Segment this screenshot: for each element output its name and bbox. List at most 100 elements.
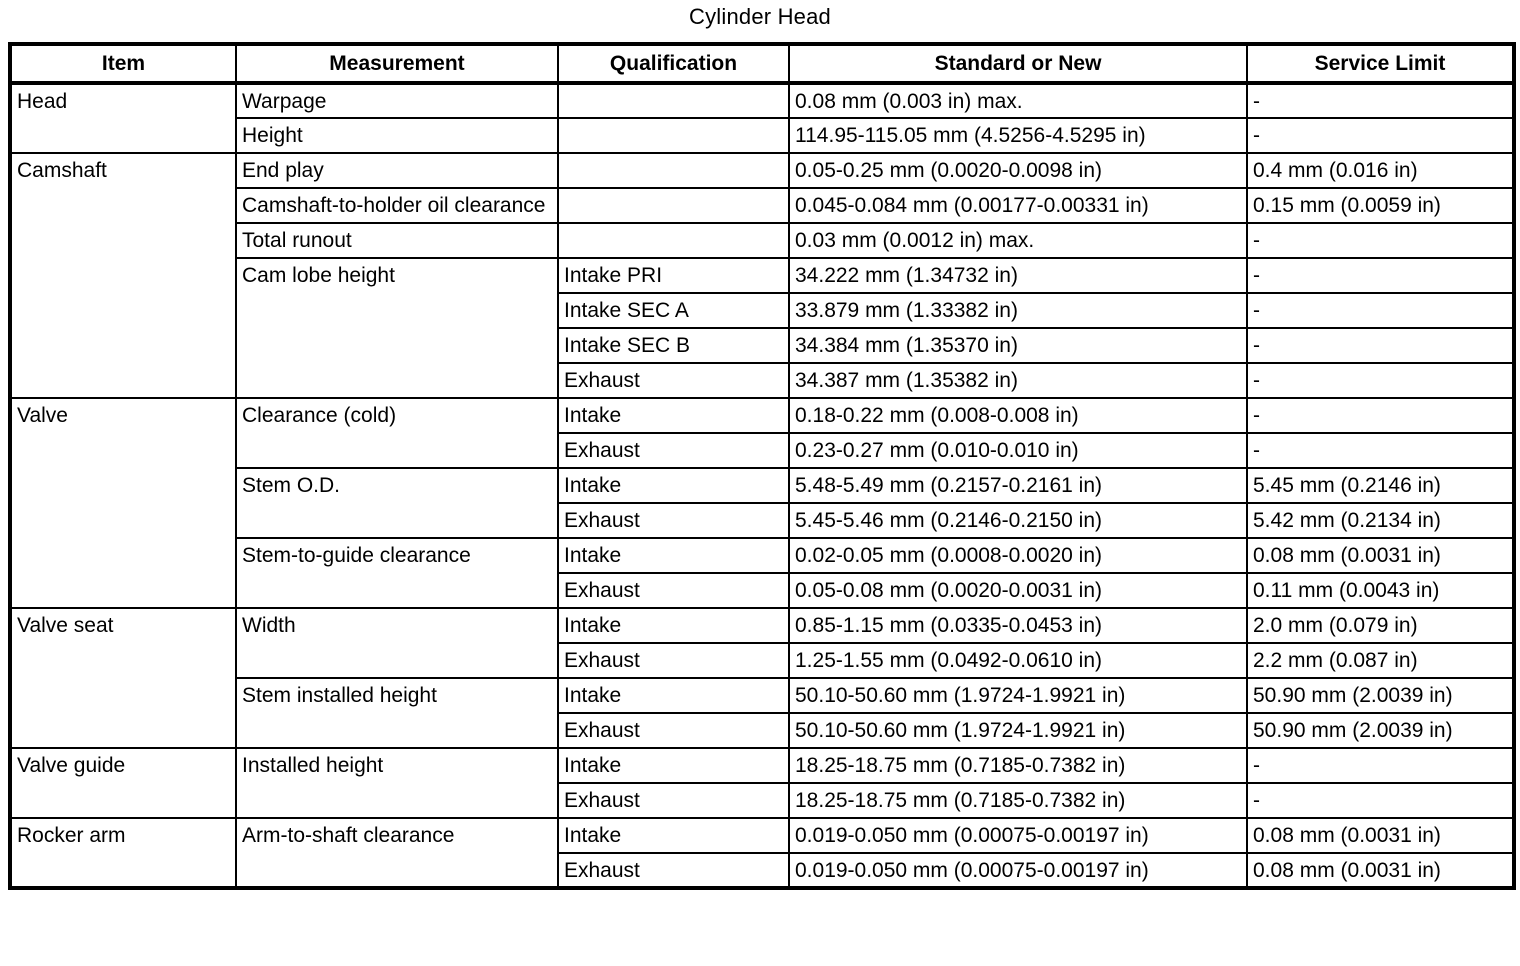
cell-measurement: Height: [235, 117, 559, 154]
cell-qualification: Intake SEC B: [557, 327, 790, 364]
cell-service-limit: -: [1246, 257, 1515, 294]
cell-standard-or-new: 0.045-0.084 mm (0.00177-0.00331 in): [788, 187, 1248, 224]
cell-standard-or-new: 5.48-5.49 mm (0.2157-0.2161 in): [788, 467, 1248, 504]
cell-standard-or-new: 0.019-0.050 mm (0.00075-0.00197 in): [788, 817, 1248, 854]
cell-qualification: [557, 187, 790, 224]
header-row: Item Measurement Qualification Standard …: [9, 43, 1515, 85]
table-row: Valve Clearance (cold) Intake 0.18-0.22 mm …: [9, 397, 1515, 609]
cell-standard-or-new: 0.019-0.050 mm (0.00075-0.00197 in): [788, 852, 1248, 889]
cell-qualification: [557, 152, 790, 189]
column-header-measurement: Measurement: [235, 43, 559, 85]
cell-measurement: Arm-to-shaft clearance: [235, 817, 559, 889]
cell-item: Valve seat: [9, 607, 237, 749]
cell-standard-or-new: 0.03 mm (0.0012 in) max.: [788, 222, 1248, 259]
cell-standard-or-new: 0.18-0.22 mm (0.008-0.008 in): [788, 397, 1248, 434]
table-row: Stem O.D. Intake 5.48-5.49 mm (0.2157-0.21…: [10, 467, 1515, 539]
cell-item: Valve: [9, 397, 237, 609]
cell-qualification: Exhaust: [557, 782, 790, 819]
cell-item: Valve guide: [9, 747, 237, 819]
cell-service-limit: -: [1246, 117, 1515, 154]
table-row: Exhaust 0.019-0.050 mm (0.00075-0.00197 i…: [10, 852, 1515, 889]
table-row: Exhaust 5.45-5.46 mm (0.2146-0.2150 in) 5.…: [10, 502, 1515, 539]
cell-service-limit: -: [1246, 292, 1515, 329]
cell-measurement: Clearance (cold): [235, 397, 559, 469]
spec-table: Item Measurement Qualification Standard …: [8, 42, 1516, 890]
cell-measurement: Cam lobe height: [235, 257, 559, 399]
cell-qualification: Intake: [557, 677, 790, 714]
table-row: Exhaust 0.05-0.08 mm (0.0020-0.0031 in) 0.…: [10, 572, 1515, 609]
cell-item: Head: [9, 82, 237, 154]
table-row: Camshaft-to-holder oil clearance 0.045-0.…: [10, 187, 1515, 224]
column-header-service-limit: Service Limit: [1246, 43, 1515, 85]
cell-service-limit: 0.08 mm (0.0031 in): [1246, 537, 1515, 574]
table-row: Exhaust 1.25-1.55 mm (0.0492-0.0610 in) 2.…: [10, 642, 1515, 679]
cell-measurement: Stem installed height: [235, 677, 559, 749]
table-row: Valve seat Width Intake 0.85-1.15 mm (0.033…: [9, 607, 1515, 749]
cell-measurement: Camshaft-to-holder oil clearance: [235, 187, 559, 224]
cell-qualification: Intake: [557, 607, 790, 644]
table-row: Height 114.95-115.05 mm (4.5256-4.5295 in…: [10, 117, 1515, 154]
cell-measurement: End play: [235, 152, 559, 189]
cell-service-limit: -: [1246, 222, 1515, 259]
table-row: Exhaust 0.23-0.27 mm (0.010-0.010 in) -: [10, 432, 1515, 469]
table-row: Stem-to-guide clearance Intake 0.02-0.05 m…: [10, 537, 1515, 609]
cell-measurement: Width: [235, 607, 559, 679]
cell-service-limit: 2.0 mm (0.079 in): [1246, 607, 1515, 644]
cell-qualification: Intake: [557, 817, 790, 854]
cell-measurement: Stem-to-guide clearance: [235, 537, 559, 609]
cell-standard-or-new: 34.387 mm (1.35382 in): [788, 362, 1248, 399]
cell-service-limit: -: [1246, 397, 1515, 434]
cell-qualification: Exhaust: [557, 432, 790, 469]
cell-qualification: Intake: [557, 467, 790, 504]
cell-standard-or-new: 34.384 mm (1.35370 in): [788, 327, 1248, 364]
cell-item: Camshaft: [9, 152, 237, 399]
cell-qualification: Intake: [557, 397, 790, 434]
cell-standard-or-new: 114.95-115.05 mm (4.5256-4.5295 in): [788, 117, 1248, 154]
cell-service-limit: -: [1246, 782, 1515, 819]
cell-qualification: Intake: [557, 747, 790, 784]
cell-service-limit: 0.15 mm (0.0059 in): [1246, 187, 1515, 224]
cell-service-limit: 0.4 mm (0.016 in): [1246, 152, 1515, 189]
cell-item: Rocker arm: [9, 817, 237, 889]
cell-standard-or-new: 33.879 mm (1.33382 in): [788, 292, 1248, 329]
cell-standard-or-new: 34.222 mm (1.34732 in): [788, 257, 1248, 294]
cell-qualification: Intake: [557, 537, 790, 574]
cell-service-limit: 50.90 mm (2.0039 in): [1246, 712, 1515, 749]
cell-service-limit: 2.2 mm (0.087 in): [1246, 642, 1515, 679]
cell-measurement: Stem O.D.: [235, 467, 559, 539]
table-row: Exhaust 50.10-50.60 mm (1.9724-1.9921 in)…: [10, 712, 1515, 749]
cell-qualification: Exhaust: [557, 572, 790, 609]
cell-qualification: Intake SEC A: [557, 292, 790, 329]
cell-standard-or-new: 50.10-50.60 mm (1.9724-1.9921 in): [788, 677, 1248, 714]
cell-qualification: Exhaust: [557, 712, 790, 749]
column-header-qualification: Qualification: [557, 43, 790, 85]
table-row: Valve guide Installed height Intake 18.25-1…: [9, 747, 1515, 819]
cell-service-limit: 5.45 mm (0.2146 in): [1246, 467, 1515, 504]
cell-service-limit: 50.90 mm (2.0039 in): [1246, 677, 1515, 714]
cell-standard-or-new: 5.45-5.46 mm (0.2146-0.2150 in): [788, 502, 1248, 539]
cell-standard-or-new: 18.25-18.75 mm (0.7185-0.7382 in): [788, 747, 1248, 784]
cell-service-limit: -: [1246, 747, 1515, 784]
table-row: Camshaft End play 0.05-0.25 mm (0.0020-0.0…: [9, 152, 1515, 399]
cell-standard-or-new: 1.25-1.55 mm (0.0492-0.0610 in): [788, 642, 1248, 679]
cell-qualification: Exhaust: [557, 362, 790, 399]
cell-service-limit: 5.42 mm (0.2134 in): [1246, 502, 1515, 539]
page-title: Cylinder Head: [688, 4, 831, 29]
table-row: Intake SEC B 34.384 mm (1.35370 in) -: [10, 327, 1515, 364]
cell-qualification: Exhaust: [557, 642, 790, 679]
cell-service-limit: -: [1246, 327, 1515, 364]
cell-qualification: Exhaust: [557, 502, 790, 539]
cell-standard-or-new: 0.05-0.08 mm (0.0020-0.0031 in): [788, 572, 1248, 609]
table-row: Stem installed height Intake 50.10-50.60 m…: [10, 677, 1515, 749]
cell-standard-or-new: 50.10-50.60 mm (1.9724-1.9921 in): [788, 712, 1248, 749]
table-row: Intake SEC A 33.879 mm (1.33382 in) -: [10, 292, 1515, 329]
cell-service-limit: -: [1246, 432, 1515, 469]
cell-standard-or-new: 0.23-0.27 mm (0.010-0.010 in): [788, 432, 1248, 469]
cell-standard-or-new: 18.25-18.75 mm (0.7185-0.7382 in): [788, 782, 1248, 819]
table-row: Head Warpage 0.08 mm (0.003 in) max. -: [9, 82, 1515, 154]
cell-standard-or-new: 0.08 mm (0.003 in) max.: [788, 82, 1248, 119]
table-row: Total runout 0.03 mm (0.0012 in) max. -: [10, 222, 1515, 259]
column-header-item: Item: [9, 43, 237, 85]
table-row: Cam lobe height Intake PRI 34.222 mm (1.34…: [10, 257, 1515, 399]
cell-standard-or-new: 0.02-0.05 mm (0.0008-0.0020 in): [788, 537, 1248, 574]
